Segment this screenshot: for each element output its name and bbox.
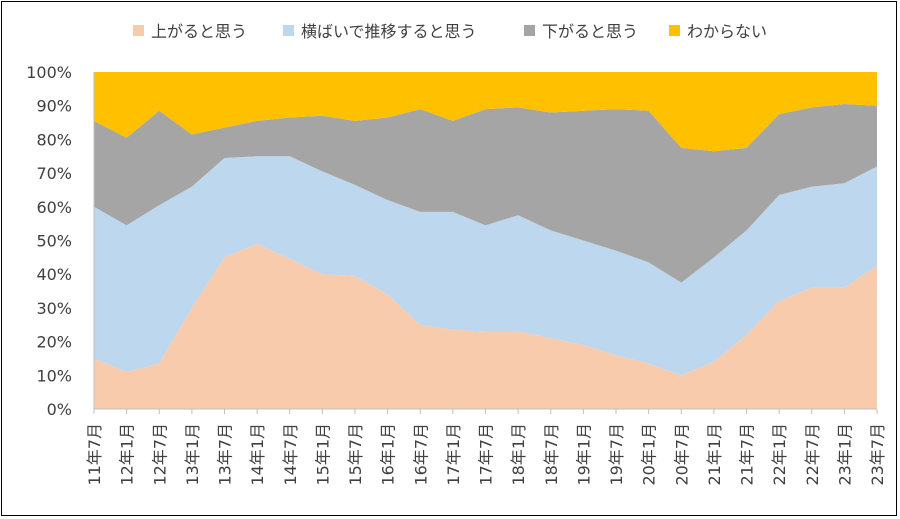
x-axis-ticks: 11年7月 12年1月 12年7月 13年1月 13年7月 14年1月 14年7月 15年1月…	[85, 409, 887, 486]
x-tick-label: 18年1月	[509, 423, 528, 486]
y-tick-label: 20%	[36, 333, 72, 352]
legend-swatch	[669, 25, 680, 36]
x-tick-label: 15年7月	[346, 423, 365, 486]
y-tick-label: 60%	[36, 198, 72, 217]
y-tick-label: 100%	[26, 63, 72, 82]
legend: 上がると思う 横ばいで推移すると思う 下がると思う わからない	[133, 22, 767, 41]
legend-item-4: わからない	[669, 22, 767, 41]
x-tick-label: 14年7月	[281, 423, 300, 486]
x-tick-label: 20年7月	[672, 423, 691, 486]
area-series-1	[94, 243, 877, 409]
y-tick-label: 0%	[47, 400, 72, 419]
x-tick-label: 13年1月	[183, 423, 202, 486]
area-series-4	[94, 72, 877, 152]
x-tick-label: 22年1月	[770, 423, 789, 486]
x-tick-label: 23年7月	[868, 423, 887, 486]
x-tick-label: 16年1月	[379, 423, 398, 486]
x-tick-label: 16年7月	[411, 423, 430, 486]
area-series-2	[94, 156, 877, 376]
x-tick-label: 12年7月	[150, 423, 169, 486]
x-tick-label: 21年7月	[738, 423, 757, 486]
legend-item-3: 下がると思う	[524, 22, 638, 41]
legend-label: わからない	[687, 22, 767, 41]
x-tick-label: 14年1月	[248, 423, 267, 486]
y-axis-ticks: 0% 10% 20% 30% 40% 50% 60% 70% 80% 90% 100%	[26, 63, 72, 419]
y-tick-label: 80%	[36, 130, 72, 149]
plot-areas	[94, 72, 877, 409]
legend-swatch	[524, 25, 535, 36]
x-tick-label: 20年1月	[640, 423, 659, 486]
legend-label: 上がると思う	[151, 22, 247, 41]
x-tick-label: 15年1月	[313, 423, 332, 486]
y-tick-label: 40%	[36, 265, 72, 284]
area-series-3	[94, 104, 877, 283]
x-tick-label: 13年7月	[216, 423, 235, 486]
legend-item-2: 横ばいで推移すると思う	[283, 22, 477, 41]
x-tick-label: 23年1月	[835, 423, 854, 486]
y-tick-label: 10%	[36, 366, 72, 385]
x-tick-label: 19年1月	[574, 423, 593, 486]
x-tick-label: 21年1月	[705, 423, 724, 486]
x-tick-label: 22年7月	[803, 423, 822, 486]
x-tick-label: 17年1月	[444, 423, 463, 486]
x-tick-label: 11年7月	[85, 423, 104, 486]
legend-label: 横ばいで推移すると思う	[301, 22, 477, 41]
y-tick-label: 70%	[36, 164, 72, 183]
x-tick-label: 19年7月	[607, 423, 626, 486]
y-tick-label: 30%	[36, 299, 72, 318]
x-tick-label: 18年7月	[542, 423, 561, 486]
y-tick-label: 50%	[36, 232, 72, 251]
x-tick-label: 17年7月	[477, 423, 496, 486]
legend-item-1: 上がると思う	[133, 22, 247, 41]
legend-swatch	[133, 25, 144, 36]
legend-swatch	[283, 25, 294, 36]
y-tick-label: 90%	[36, 97, 72, 116]
legend-label: 下がると思う	[542, 22, 638, 41]
x-tick-label: 12年1月	[118, 423, 137, 486]
